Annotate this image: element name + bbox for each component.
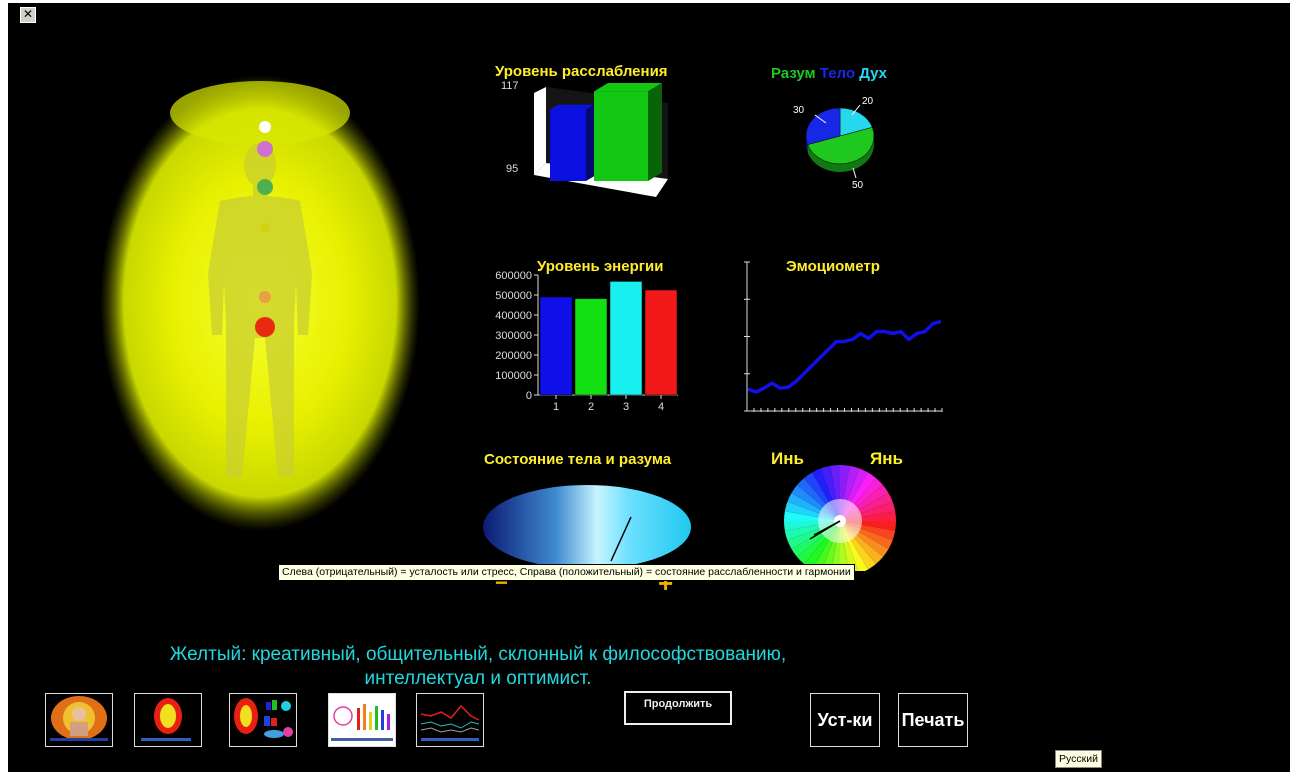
relax-chart bbox=[534, 82, 668, 197]
print-button[interactable]: Печать bbox=[898, 693, 968, 747]
close-icon: ✕ bbox=[22, 7, 34, 21]
thumb-aura[interactable] bbox=[134, 693, 202, 747]
pie-slice-Дух bbox=[839, 107, 873, 137]
close-button[interactable]: ✕ bbox=[20, 7, 36, 23]
relax-bar-top bbox=[594, 82, 662, 92]
energy-xtick-label: 3 bbox=[623, 401, 629, 413]
legend-spirit: Дух bbox=[859, 65, 888, 82]
wheel-segment bbox=[840, 521, 849, 571]
energy-ytick-label: 400000 bbox=[495, 310, 532, 322]
description-line-2: интеллектуал и оптимист. bbox=[364, 668, 592, 689]
emotio-title: Эмоциометр bbox=[786, 258, 880, 275]
state-gauge bbox=[483, 485, 691, 569]
emotio-line bbox=[747, 319, 942, 394]
pie-slice-side bbox=[806, 136, 808, 153]
energy-xtick-label: 4 bbox=[658, 401, 664, 413]
state-title: Состояние тела и разума bbox=[484, 451, 672, 468]
pie-label-body: 50 bbox=[852, 180, 864, 191]
aura-screen: ✕ bbox=[8, 3, 1290, 772]
yinyang-wheel bbox=[784, 465, 896, 571]
energy-ytick-label: 500000 bbox=[495, 290, 532, 302]
energy-ytick-label: 300000 bbox=[495, 330, 532, 342]
energy-bar bbox=[539, 296, 573, 396]
thumb-portrait[interactable] bbox=[45, 693, 113, 747]
pie-slice-side bbox=[807, 136, 874, 172]
yang-label: Янь bbox=[870, 449, 903, 468]
relax-y-bottom: 95 bbox=[506, 163, 519, 175]
continue-button[interactable]: Продолжить bbox=[624, 691, 732, 725]
pie-slice-Тело bbox=[805, 107, 841, 145]
yin-label: Инь bbox=[771, 449, 804, 468]
pie-chart: 30 20 50 bbox=[793, 96, 875, 191]
language-button[interactable]: Русский bbox=[1055, 750, 1102, 768]
color-description: Желтый: креативный, общительный, склонны… bbox=[128, 643, 828, 691]
thumb-graph[interactable] bbox=[416, 693, 484, 747]
energy-ytick-label: 200000 bbox=[495, 350, 532, 362]
legend-mind: Разум bbox=[771, 65, 816, 82]
pie-slice-Разум bbox=[807, 127, 875, 165]
pie-label-spirit: 20 bbox=[862, 96, 874, 107]
relax-y-top: 117 bbox=[501, 80, 519, 92]
settings-button[interactable]: Уст-ки bbox=[810, 693, 880, 747]
thumb-aura-charts[interactable] bbox=[229, 693, 297, 747]
emotio-chart bbox=[744, 261, 943, 412]
description-line-1: Желтый: креативный, общительный, склонны… bbox=[169, 644, 787, 665]
energy-chart: 600000 500000 400000 300000 200000 100000 0 1 2 3… bbox=[495, 270, 678, 413]
state-ellipse bbox=[483, 485, 691, 569]
relax-bar-top bbox=[550, 104, 594, 110]
chakra-points bbox=[255, 121, 275, 337]
energy-bar bbox=[644, 289, 678, 396]
relax-bar-side bbox=[586, 104, 594, 181]
gauge-tooltip: Слева (отрицательный) = усталость или ст… bbox=[278, 564, 855, 581]
energy-title: Уровень энергии bbox=[537, 258, 664, 275]
legend-body: Тело bbox=[819, 65, 856, 82]
energy-bar bbox=[609, 281, 643, 396]
relax-bar bbox=[550, 109, 586, 181]
relax-bar bbox=[594, 91, 648, 181]
thumb-chakra-bars[interactable] bbox=[328, 693, 396, 747]
pie-label-mind: 30 bbox=[793, 105, 805, 116]
energy-ytick-label: 0 bbox=[526, 390, 532, 402]
energy-ytick-label: 600000 bbox=[495, 270, 532, 282]
pie-legend: Разум Тело Дух bbox=[771, 65, 887, 82]
aura-figure bbox=[100, 75, 420, 531]
state-needle bbox=[610, 516, 632, 562]
energy-bar bbox=[574, 298, 608, 396]
relax-bar-side bbox=[648, 82, 662, 181]
energy-xtick-label: 1 bbox=[553, 401, 559, 413]
energy-ytick-label: 100000 bbox=[495, 370, 532, 382]
wheel-segment bbox=[831, 521, 840, 571]
relax-title: Уровень расслабления bbox=[495, 63, 668, 80]
energy-xtick-label: 2 bbox=[588, 401, 594, 413]
